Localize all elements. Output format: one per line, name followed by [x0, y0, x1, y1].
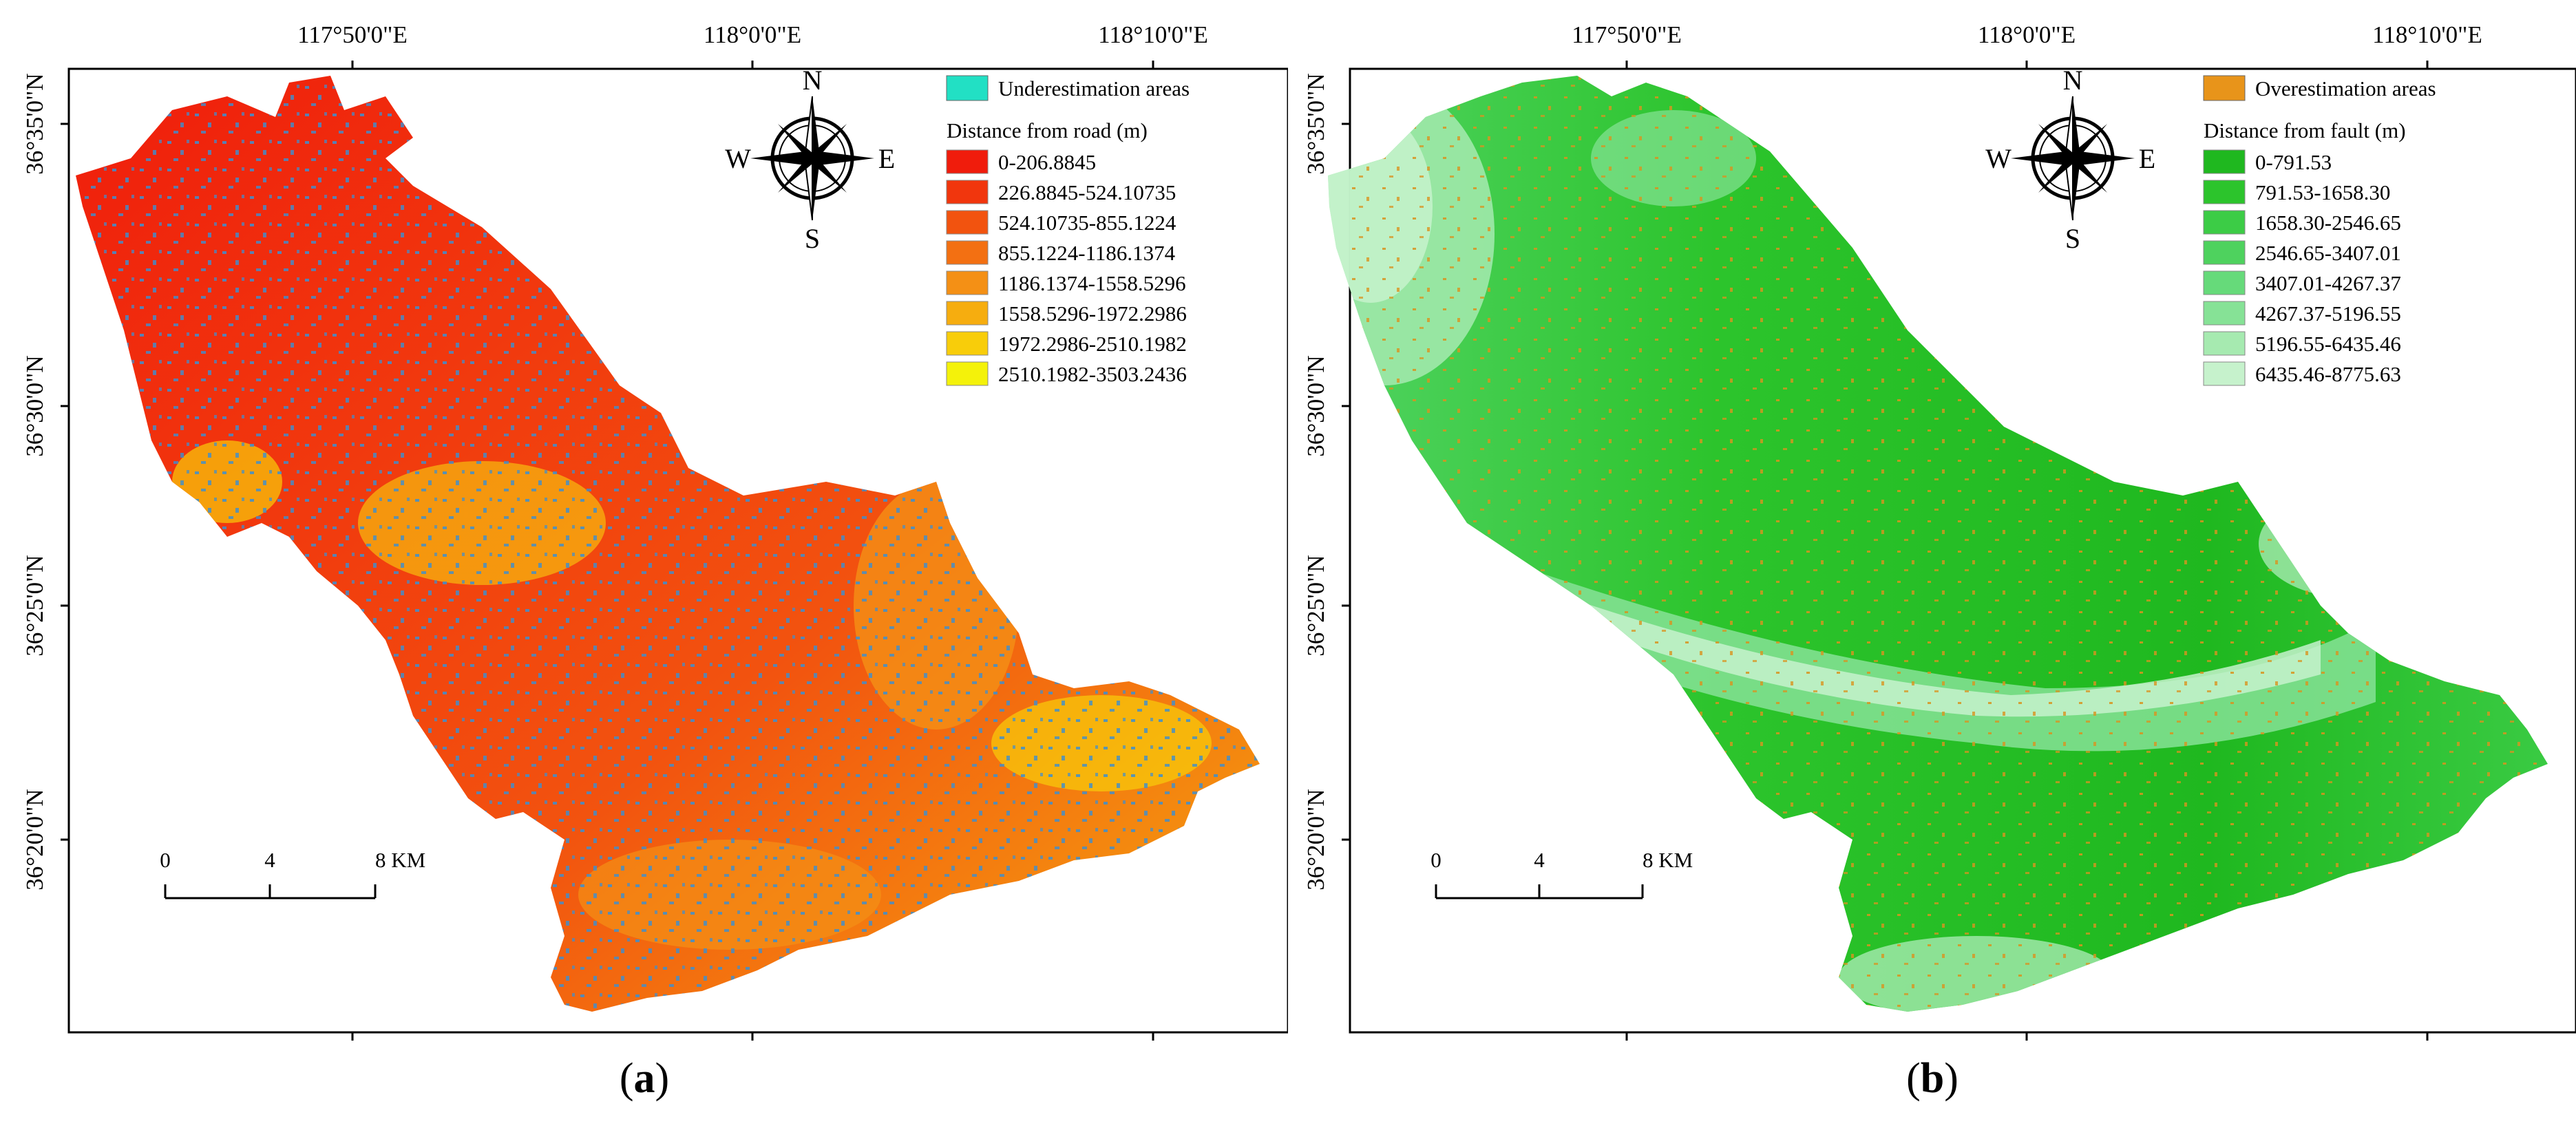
legend-item-label: 1558.5296-1972.2986: [998, 301, 1187, 326]
map-a-canvas: 117°50'0"E 118°0'0"E 118°10'0"E 36°35'0"…: [21, 21, 1288, 1041]
scale-tick: 0: [160, 848, 171, 872]
legend-swatch: [2203, 270, 2246, 295]
legend-item-label: 791.53-1658.30: [2255, 180, 2390, 204]
lon-label: 118°0'0"E: [1978, 21, 2076, 48]
legend-swatch: [946, 149, 989, 174]
legend-swatch: [946, 331, 989, 356]
legend-title: Distance from road (m): [947, 118, 1148, 142]
compass-e: E: [878, 143, 895, 174]
lat-label: 36°20'0"N: [1302, 789, 1329, 890]
legend-highlight-label: Underestimation areas: [998, 76, 1190, 100]
panel-b: 117°50'0"E 118°0'0"E 118°10'0"E 36°35'0"…: [1288, 0, 2576, 1139]
compass-s: S: [2065, 223, 2080, 254]
legend-item-label: 2510.1982-3503.2436: [998, 362, 1187, 386]
panel-a: 117°50'0"E 118°0'0"E 118°10'0"E 36°35'0"…: [21, 21, 1288, 1102]
lat-label: 36°30'0"N: [21, 355, 48, 456]
lat-label: 36°35'0"N: [21, 73, 48, 174]
compass-w: W: [1985, 143, 2012, 174]
compass-n: N: [803, 65, 823, 96]
scale-tick: 0: [1430, 848, 1442, 872]
legend-swatch: [2203, 180, 2246, 204]
legend-item-label: 1186.1374-1558.5296: [998, 271, 1186, 295]
legend-item-label: 0-791.53: [2255, 150, 2332, 174]
legend-swatch: [946, 210, 989, 235]
legend-item-label: 1972.2986-2510.1982: [998, 332, 1187, 356]
legend-item-label: 0-206.8845: [998, 150, 1096, 174]
lat-label: 36°20'0"N: [21, 789, 48, 890]
compass-rose: N S E W: [725, 65, 895, 254]
caption-letter: b: [1920, 1055, 1945, 1102]
legend-highlight-label: Overestimation areas: [2255, 76, 2436, 100]
lon-label: 118°10'0"E: [2372, 21, 2482, 48]
lon-label: 117°50'0"E: [1572, 21, 1682, 48]
lon-label: 118°10'0"E: [1098, 21, 1208, 48]
legend-swatch: [946, 361, 989, 386]
scale-bar: 0 4 8 KM: [160, 848, 425, 900]
legend-item-label: 5196.55-6435.46: [2255, 332, 2401, 356]
scale-tick: 4: [264, 848, 275, 872]
scale-tick: 8 KM: [1643, 848, 1693, 872]
legend-item-label: 1658.30-2546.65: [2255, 211, 2401, 235]
legend-swatch: [2203, 149, 2246, 174]
map-b-canvas: 117°50'0"E 118°0'0"E 118°10'0"E 36°35'0"…: [1302, 21, 2576, 1041]
caption-letter: a: [633, 1055, 655, 1102]
lat-label: 36°25'0"N: [1302, 555, 1329, 656]
compass-rose: N S E W: [1985, 65, 2155, 254]
legend-swatch: [2203, 240, 2246, 265]
map-a-ticks: [61, 61, 1154, 1041]
legend-title: Distance from fault (m): [2204, 118, 2406, 142]
compass-e: E: [2139, 143, 2155, 174]
scale-tick: 4: [1534, 848, 1545, 872]
legend-item-label: 855.1224-1186.1374: [998, 241, 1176, 265]
legend-item-label: 226.8845-524.10735: [998, 180, 1176, 204]
panel-caption-b: (b): [1906, 1055, 1959, 1102]
panel-caption-a: (a): [619, 1055, 670, 1102]
legend-item-label: 4267.37-5196.55: [2255, 301, 2401, 326]
compass-w: W: [725, 143, 751, 174]
lon-label: 117°50'0"E: [297, 21, 408, 48]
legend-item-label: 3407.01-4267.37: [2255, 271, 2401, 295]
scale-tick: 8 KM: [375, 848, 425, 872]
legend-swatch: [2203, 301, 2246, 326]
legend-swatch: [2203, 331, 2246, 356]
legend-item-label: 2546.65-3407.01: [2255, 241, 2401, 265]
legend-swatch: [2203, 210, 2246, 235]
legend-swatch: [946, 180, 989, 204]
legend-b: Overestimation areas Distance from fault…: [2203, 75, 2436, 386]
lon-label: 118°0'0"E: [704, 21, 801, 48]
legend-swatch: [946, 240, 989, 265]
compass-n: N: [2063, 65, 2083, 96]
legend-a: Underestimation areas Distance from road…: [946, 75, 1190, 386]
lat-label: 36°25'0"N: [21, 555, 48, 656]
legend-highlight-swatch: [946, 75, 989, 101]
lat-label: 36°35'0"N: [1302, 73, 1329, 174]
scale-bar: 0 4 8 KM: [1430, 848, 1693, 900]
legend-swatch: [946, 270, 989, 295]
legend-item-label: 6435.46-8775.63: [2255, 362, 2401, 386]
legend-swatch: [946, 301, 989, 326]
compass-s: S: [805, 223, 820, 254]
map-b-ticks: [1342, 61, 2429, 1041]
legend-item-label: 524.10735-855.1224: [998, 211, 1176, 235]
legend-swatch: [2203, 361, 2246, 386]
legend-highlight-swatch: [2203, 75, 2246, 101]
lat-label: 36°30'0"N: [1302, 355, 1329, 456]
